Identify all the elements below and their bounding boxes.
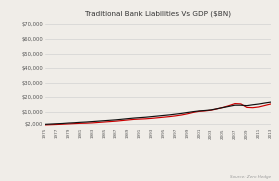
Text: Source: Zero Hedge: Source: Zero Hedge bbox=[230, 175, 271, 179]
GDP bbox=[144, 116, 147, 118]
Traditional Bank Liabilities bbox=[108, 121, 112, 123]
GDP bbox=[192, 111, 195, 113]
Title: Traditional Bank Liabilities Vs GDP ($BN): Traditional Bank Liabilities Vs GDP ($BN… bbox=[85, 11, 231, 17]
GDP bbox=[174, 113, 177, 115]
Traditional Bank Liabilities bbox=[215, 108, 219, 110]
Legend: Traditional Bank Liabilities, GDP: Traditional Bank Liabilities, GDP bbox=[78, 180, 178, 181]
Traditional Bank Liabilities bbox=[120, 119, 124, 122]
Traditional Bank Liabilities bbox=[126, 119, 129, 121]
GDP bbox=[79, 121, 82, 123]
Traditional Bank Liabilities bbox=[239, 103, 242, 105]
GDP bbox=[73, 122, 76, 124]
Traditional Bank Liabilities bbox=[156, 117, 159, 119]
GDP bbox=[210, 109, 213, 111]
GDP bbox=[126, 118, 129, 120]
Traditional Bank Liabilities bbox=[138, 118, 141, 120]
Traditional Bank Liabilities bbox=[55, 123, 58, 126]
Traditional Bank Liabilities bbox=[114, 120, 118, 122]
Traditional Bank Liabilities bbox=[102, 121, 106, 123]
Traditional Bank Liabilities bbox=[79, 122, 82, 124]
Traditional Bank Liabilities bbox=[269, 103, 272, 105]
GDP bbox=[156, 115, 159, 117]
GDP bbox=[43, 123, 46, 125]
Traditional Bank Liabilities bbox=[251, 107, 254, 109]
Traditional Bank Liabilities bbox=[162, 116, 165, 118]
GDP bbox=[102, 120, 106, 122]
Traditional Bank Liabilities bbox=[186, 113, 189, 115]
GDP bbox=[55, 123, 58, 125]
Traditional Bank Liabilities bbox=[180, 114, 183, 116]
GDP bbox=[227, 105, 231, 108]
GDP bbox=[180, 112, 183, 114]
Traditional Bank Liabilities bbox=[204, 110, 207, 112]
Traditional Bank Liabilities bbox=[210, 109, 213, 111]
GDP bbox=[138, 117, 141, 119]
Traditional Bank Liabilities bbox=[73, 123, 76, 125]
Traditional Bank Liabilities bbox=[132, 118, 136, 121]
Traditional Bank Liabilities bbox=[91, 122, 94, 124]
GDP bbox=[49, 123, 52, 125]
GDP bbox=[204, 109, 207, 111]
Traditional Bank Liabilities bbox=[174, 115, 177, 117]
Line: Traditional Bank Liabilities: Traditional Bank Liabilities bbox=[45, 104, 271, 125]
Traditional Bank Liabilities bbox=[97, 121, 100, 124]
GDP bbox=[257, 103, 260, 105]
GDP bbox=[61, 122, 64, 125]
GDP bbox=[162, 114, 165, 117]
GDP bbox=[97, 120, 100, 122]
Traditional Bank Liabilities bbox=[198, 110, 201, 112]
Traditional Bank Liabilities bbox=[257, 106, 260, 108]
Traditional Bank Liabilities bbox=[67, 123, 70, 125]
Traditional Bank Liabilities bbox=[233, 102, 237, 105]
Traditional Bank Liabilities bbox=[49, 124, 52, 126]
Traditional Bank Liabilities bbox=[150, 117, 153, 119]
GDP bbox=[269, 101, 272, 103]
GDP bbox=[168, 114, 171, 116]
GDP bbox=[239, 104, 242, 106]
Traditional Bank Liabilities bbox=[227, 105, 231, 107]
Traditional Bank Liabilities bbox=[85, 122, 88, 124]
GDP bbox=[67, 122, 70, 124]
Line: GDP: GDP bbox=[45, 102, 271, 124]
Traditional Bank Liabilities bbox=[43, 124, 46, 126]
Traditional Bank Liabilities bbox=[192, 111, 195, 113]
GDP bbox=[150, 115, 153, 118]
GDP bbox=[85, 121, 88, 123]
GDP bbox=[251, 104, 254, 106]
GDP bbox=[108, 119, 112, 121]
GDP bbox=[132, 117, 136, 119]
GDP bbox=[233, 104, 237, 106]
Traditional Bank Liabilities bbox=[263, 104, 266, 107]
GDP bbox=[198, 110, 201, 112]
GDP bbox=[120, 118, 124, 120]
GDP bbox=[263, 102, 266, 104]
Traditional Bank Liabilities bbox=[168, 115, 171, 118]
GDP bbox=[186, 111, 189, 114]
Traditional Bank Liabilities bbox=[144, 118, 147, 120]
GDP bbox=[91, 121, 94, 123]
GDP bbox=[215, 108, 219, 110]
GDP bbox=[114, 119, 118, 121]
Traditional Bank Liabilities bbox=[221, 106, 225, 108]
GDP bbox=[221, 106, 225, 109]
Traditional Bank Liabilities bbox=[61, 123, 64, 125]
GDP bbox=[245, 105, 249, 107]
Traditional Bank Liabilities bbox=[245, 106, 249, 108]
